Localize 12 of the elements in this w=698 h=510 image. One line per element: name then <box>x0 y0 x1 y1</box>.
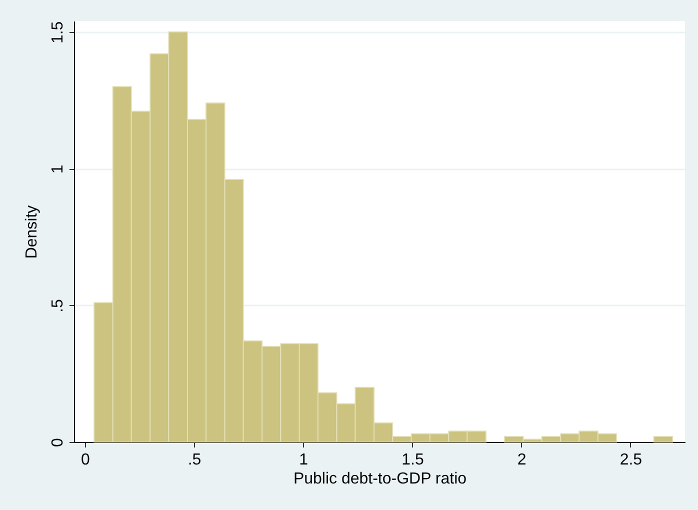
x-tick-label: 0 <box>80 452 90 468</box>
x-axis-title: Public debt-to-GDP ratio <box>293 470 467 488</box>
x-tick-label: 2.5 <box>620 452 642 468</box>
x-tick-label: 2 <box>517 452 526 468</box>
y-tick-label: .5 <box>50 299 66 312</box>
y-tick-label: 1 <box>50 164 66 174</box>
x-tick-label: .5 <box>188 452 202 468</box>
y-tick-label: 1.5 <box>50 21 66 44</box>
x-tick-label: 1.5 <box>402 452 424 468</box>
y-axis-title: Density <box>24 205 40 259</box>
y-tick-label: 0 <box>50 438 66 447</box>
x-tick-label: 1 <box>299 452 308 468</box>
